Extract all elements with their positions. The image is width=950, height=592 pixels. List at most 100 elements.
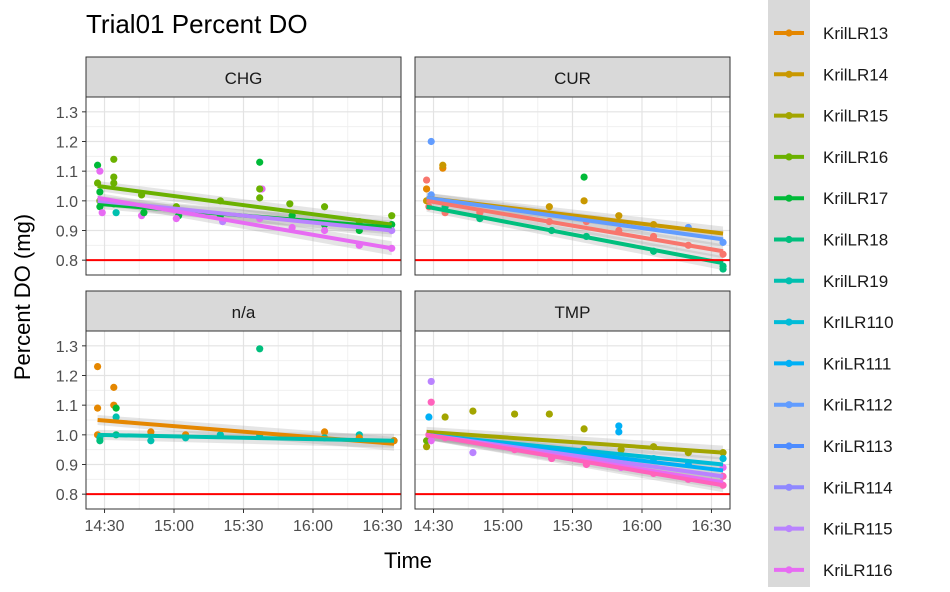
y-tick-label: 1.0 <box>56 194 78 211</box>
data-point <box>93 161 102 169</box>
data-point <box>580 173 588 181</box>
data-point <box>320 428 329 436</box>
x-axis-label: Time <box>384 548 432 573</box>
data-point <box>96 167 104 175</box>
facet-panel: CUR <box>414 56 731 276</box>
data-point <box>147 428 155 436</box>
legend-key-point <box>785 29 793 37</box>
legend-label: KrilLR19 <box>823 272 888 291</box>
y-tick-label: 1.2 <box>56 135 78 152</box>
legend-key-point <box>785 277 793 285</box>
y-tick-label: 0.9 <box>56 224 78 241</box>
fit-line <box>97 432 395 443</box>
fit-line <box>426 204 724 266</box>
x-tick-label: 16:30 <box>362 518 402 535</box>
data-point <box>256 345 264 353</box>
y-axis-label: Percent DO (mg) <box>10 214 35 380</box>
y-tick-label: 0.8 <box>56 487 78 504</box>
data-point <box>256 158 264 166</box>
x-tick-label: 16:30 <box>691 518 731 535</box>
data-point <box>615 422 623 430</box>
facet-strip <box>414 290 731 332</box>
facet-panel: TMP 14:30 15:00 15:30 16:00 16:30 <box>414 290 732 535</box>
legend-label: KriLR113 <box>823 437 893 456</box>
facet-strip-label: CHG <box>225 69 263 88</box>
fit-line <box>426 195 724 242</box>
data-point <box>93 404 102 412</box>
data-point <box>112 209 120 217</box>
y-tick-label: 1.2 <box>56 369 78 386</box>
fit-line <box>426 198 724 254</box>
facet-strip <box>85 290 402 332</box>
data-point <box>427 137 435 146</box>
legend-label: KrilLR13 <box>823 24 888 43</box>
data-point <box>110 155 118 163</box>
legend-item: KrilLR18 <box>774 231 888 250</box>
legend: KrilLR13 KrilLR14 KrilLR15 KrilLR16 KrilLR17… <box>774 24 894 580</box>
data-point <box>469 449 477 457</box>
legend-key-point <box>785 194 793 202</box>
data-point <box>441 413 449 421</box>
data-point <box>96 437 104 445</box>
facet-strip-label: n/a <box>232 303 256 322</box>
facet-strip-label: TMP <box>555 303 591 322</box>
fit-line <box>97 184 392 227</box>
data-point <box>147 437 155 445</box>
y-tick-label: 0.8 <box>56 253 78 270</box>
y-tick-label: 0.9 <box>56 458 78 475</box>
panel-border <box>414 96 731 276</box>
legend-label: KrilLR17 <box>823 189 888 208</box>
data-point <box>286 200 294 208</box>
x-tick-label: 15:00 <box>154 518 194 535</box>
fit-line <box>426 432 724 488</box>
legend-label: KrILR110 <box>823 313 894 332</box>
panel-border <box>85 96 402 276</box>
data-point <box>422 443 431 451</box>
legend-item: KriLR112 <box>774 396 893 415</box>
legend-item: KrilLR13 <box>774 24 888 43</box>
data-point <box>427 398 435 406</box>
legend-item: KriLR111 <box>774 354 891 373</box>
data-point <box>110 383 118 391</box>
legend-item: KriLR116 <box>774 561 893 580</box>
x-tick-label: 15:30 <box>552 518 592 535</box>
legend-item: KrilLR19 <box>774 272 888 291</box>
data-point <box>256 185 264 193</box>
facet-strip <box>414 56 731 98</box>
data-point <box>172 215 180 223</box>
y-tick-label: 1.3 <box>56 339 78 356</box>
data-point <box>98 209 106 217</box>
legend-strip <box>768 0 810 587</box>
legend-item: KriLR114 <box>774 478 893 497</box>
legend-key-point <box>785 566 793 574</box>
data-point <box>96 188 104 196</box>
fit-line <box>426 429 724 455</box>
legend-label: KriLR116 <box>823 561 893 580</box>
y-tick-label: 1.0 <box>56 428 78 445</box>
legend-key-point <box>785 401 793 409</box>
data-point <box>422 185 431 193</box>
data-point <box>112 413 120 421</box>
legend-key-point <box>785 442 793 450</box>
data-point <box>719 454 727 463</box>
data-point <box>388 212 396 220</box>
data-point <box>615 212 623 220</box>
y-tick-label: 1.3 <box>56 105 78 122</box>
legend-label: KriLR111 <box>823 354 891 373</box>
legend-key-point <box>785 153 793 161</box>
legend-key-point <box>785 359 793 367</box>
data-point <box>615 428 623 436</box>
data-point <box>320 226 329 235</box>
data-point <box>93 363 102 371</box>
legend-label: KriLR112 <box>823 396 893 415</box>
x-tick-label: 14:30 <box>414 518 454 535</box>
legend-label: KriLR115 <box>823 520 893 539</box>
x-tick-label: 15:00 <box>483 518 523 535</box>
facet-panels: CHG 0.8 0.9 1.0 1.1 1.2 1.3 CUR n/a 0.8 0.9 1.0 1.1 1… <box>56 56 732 535</box>
data-point <box>469 407 477 415</box>
x-tick-label: 16:00 <box>622 518 662 535</box>
facet-panel: CHG 0.8 0.9 1.0 1.1 1.2 1.3 <box>56 56 402 276</box>
legend-key-point <box>785 235 793 244</box>
legend-item: KriLR113 <box>774 437 893 456</box>
